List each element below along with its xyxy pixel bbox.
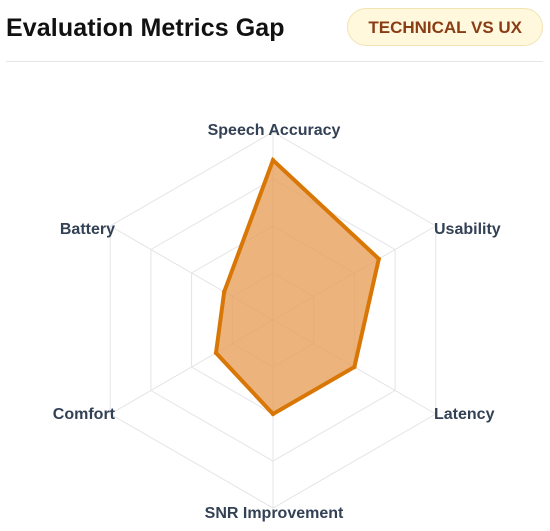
axis-label-comfort: Comfort	[53, 406, 116, 423]
technical-vs-ux-badge: TECHNICAL VS UX	[347, 8, 543, 46]
radar-point-usability	[376, 256, 381, 262]
card-header: Evaluation Metrics Gap TECHNICAL VS UX	[0, 0, 550, 60]
radar-point-battery	[222, 289, 227, 294]
header-divider	[6, 61, 543, 62]
radar-point-comfort	[213, 350, 219, 356]
axis-label-speech-accuracy: Speech Accuracy	[208, 122, 341, 139]
axis-label-latency: Latency	[434, 406, 495, 423]
axis-label-snr-improvement: SNR Improvement	[205, 505, 344, 522]
radar-point-snr-improvement	[270, 411, 276, 417]
radar-point-speech-accuracy	[270, 158, 276, 163]
chart-title: Evaluation Metrics Gap	[6, 14, 285, 42]
axis-label-battery: Battery	[60, 221, 115, 238]
radar-point-latency	[352, 364, 357, 370]
axis-label-usability: Usability	[434, 221, 501, 238]
